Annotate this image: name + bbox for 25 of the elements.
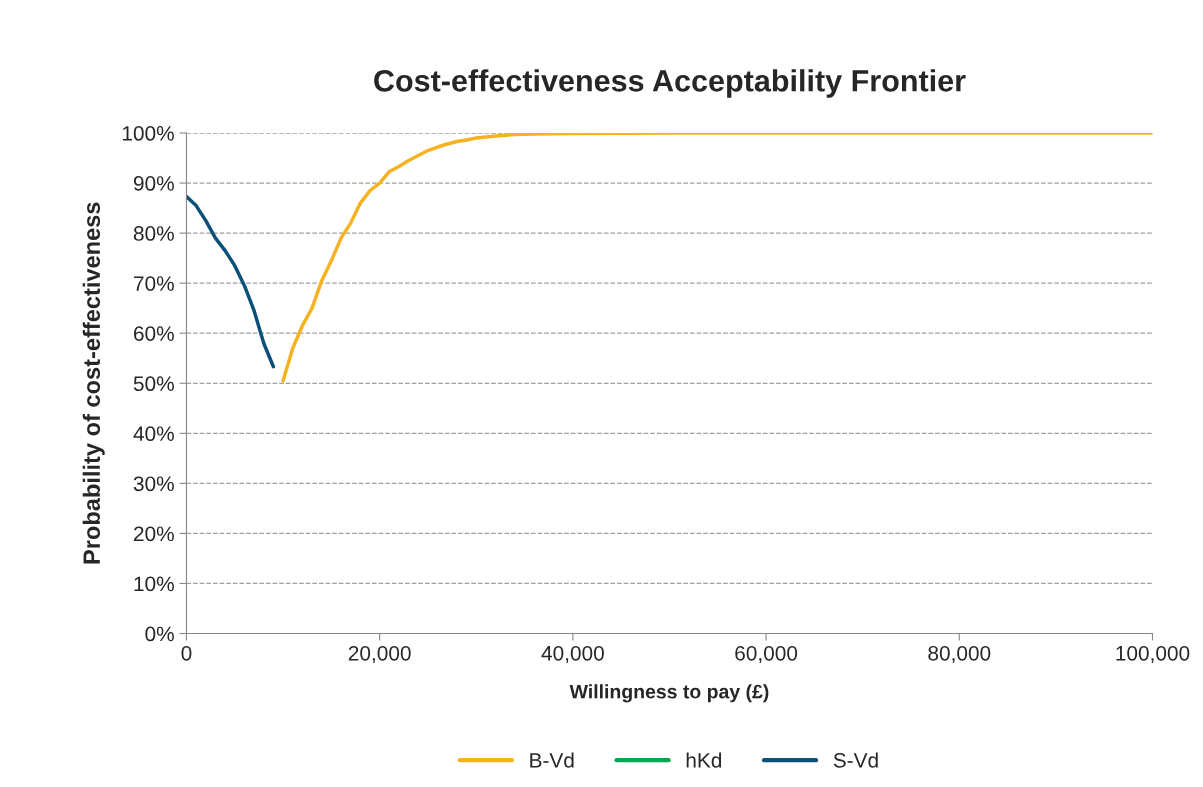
y-tick-label: 100% (122, 126, 174, 141)
y-tick-label: 10% (134, 576, 174, 592)
x-tick-label: 40,000 (541, 645, 604, 664)
y-tick-label: 0% (145, 626, 174, 642)
x-tick-label: 100,000 (1116, 645, 1190, 664)
y-tick-label: 60% (134, 326, 174, 341)
y-tick-label: 40% (133, 426, 174, 442)
y-axis-title: Probability of cost-effectiveness (82, 202, 105, 564)
x-tick-label: 0 (181, 645, 192, 661)
legend-label: B-Vd (530, 752, 574, 768)
x-tick-label: 80,000 (928, 645, 991, 664)
x-axis-title: Willingness to pay (£) (569, 684, 769, 703)
y-tick-label: 90% (133, 176, 174, 191)
legend-label: S-Vd (833, 752, 878, 768)
y-tick-label: 70% (134, 276, 174, 291)
legend-label: hKd (686, 752, 722, 768)
x-tick-label: 20,000 (348, 645, 411, 664)
line-series (281, 133, 1153, 383)
line-series (186, 194, 276, 369)
y-tick-label: 30% (133, 476, 174, 492)
y-tick-label: 20% (134, 526, 174, 542)
y-tick-label: 80% (133, 226, 174, 241)
y-tick-label: 50% (133, 376, 174, 392)
x-tick-label: 60,000 (735, 645, 798, 664)
chart-title: Cost-effectiveness Acceptability Frontier (374, 69, 966, 98)
